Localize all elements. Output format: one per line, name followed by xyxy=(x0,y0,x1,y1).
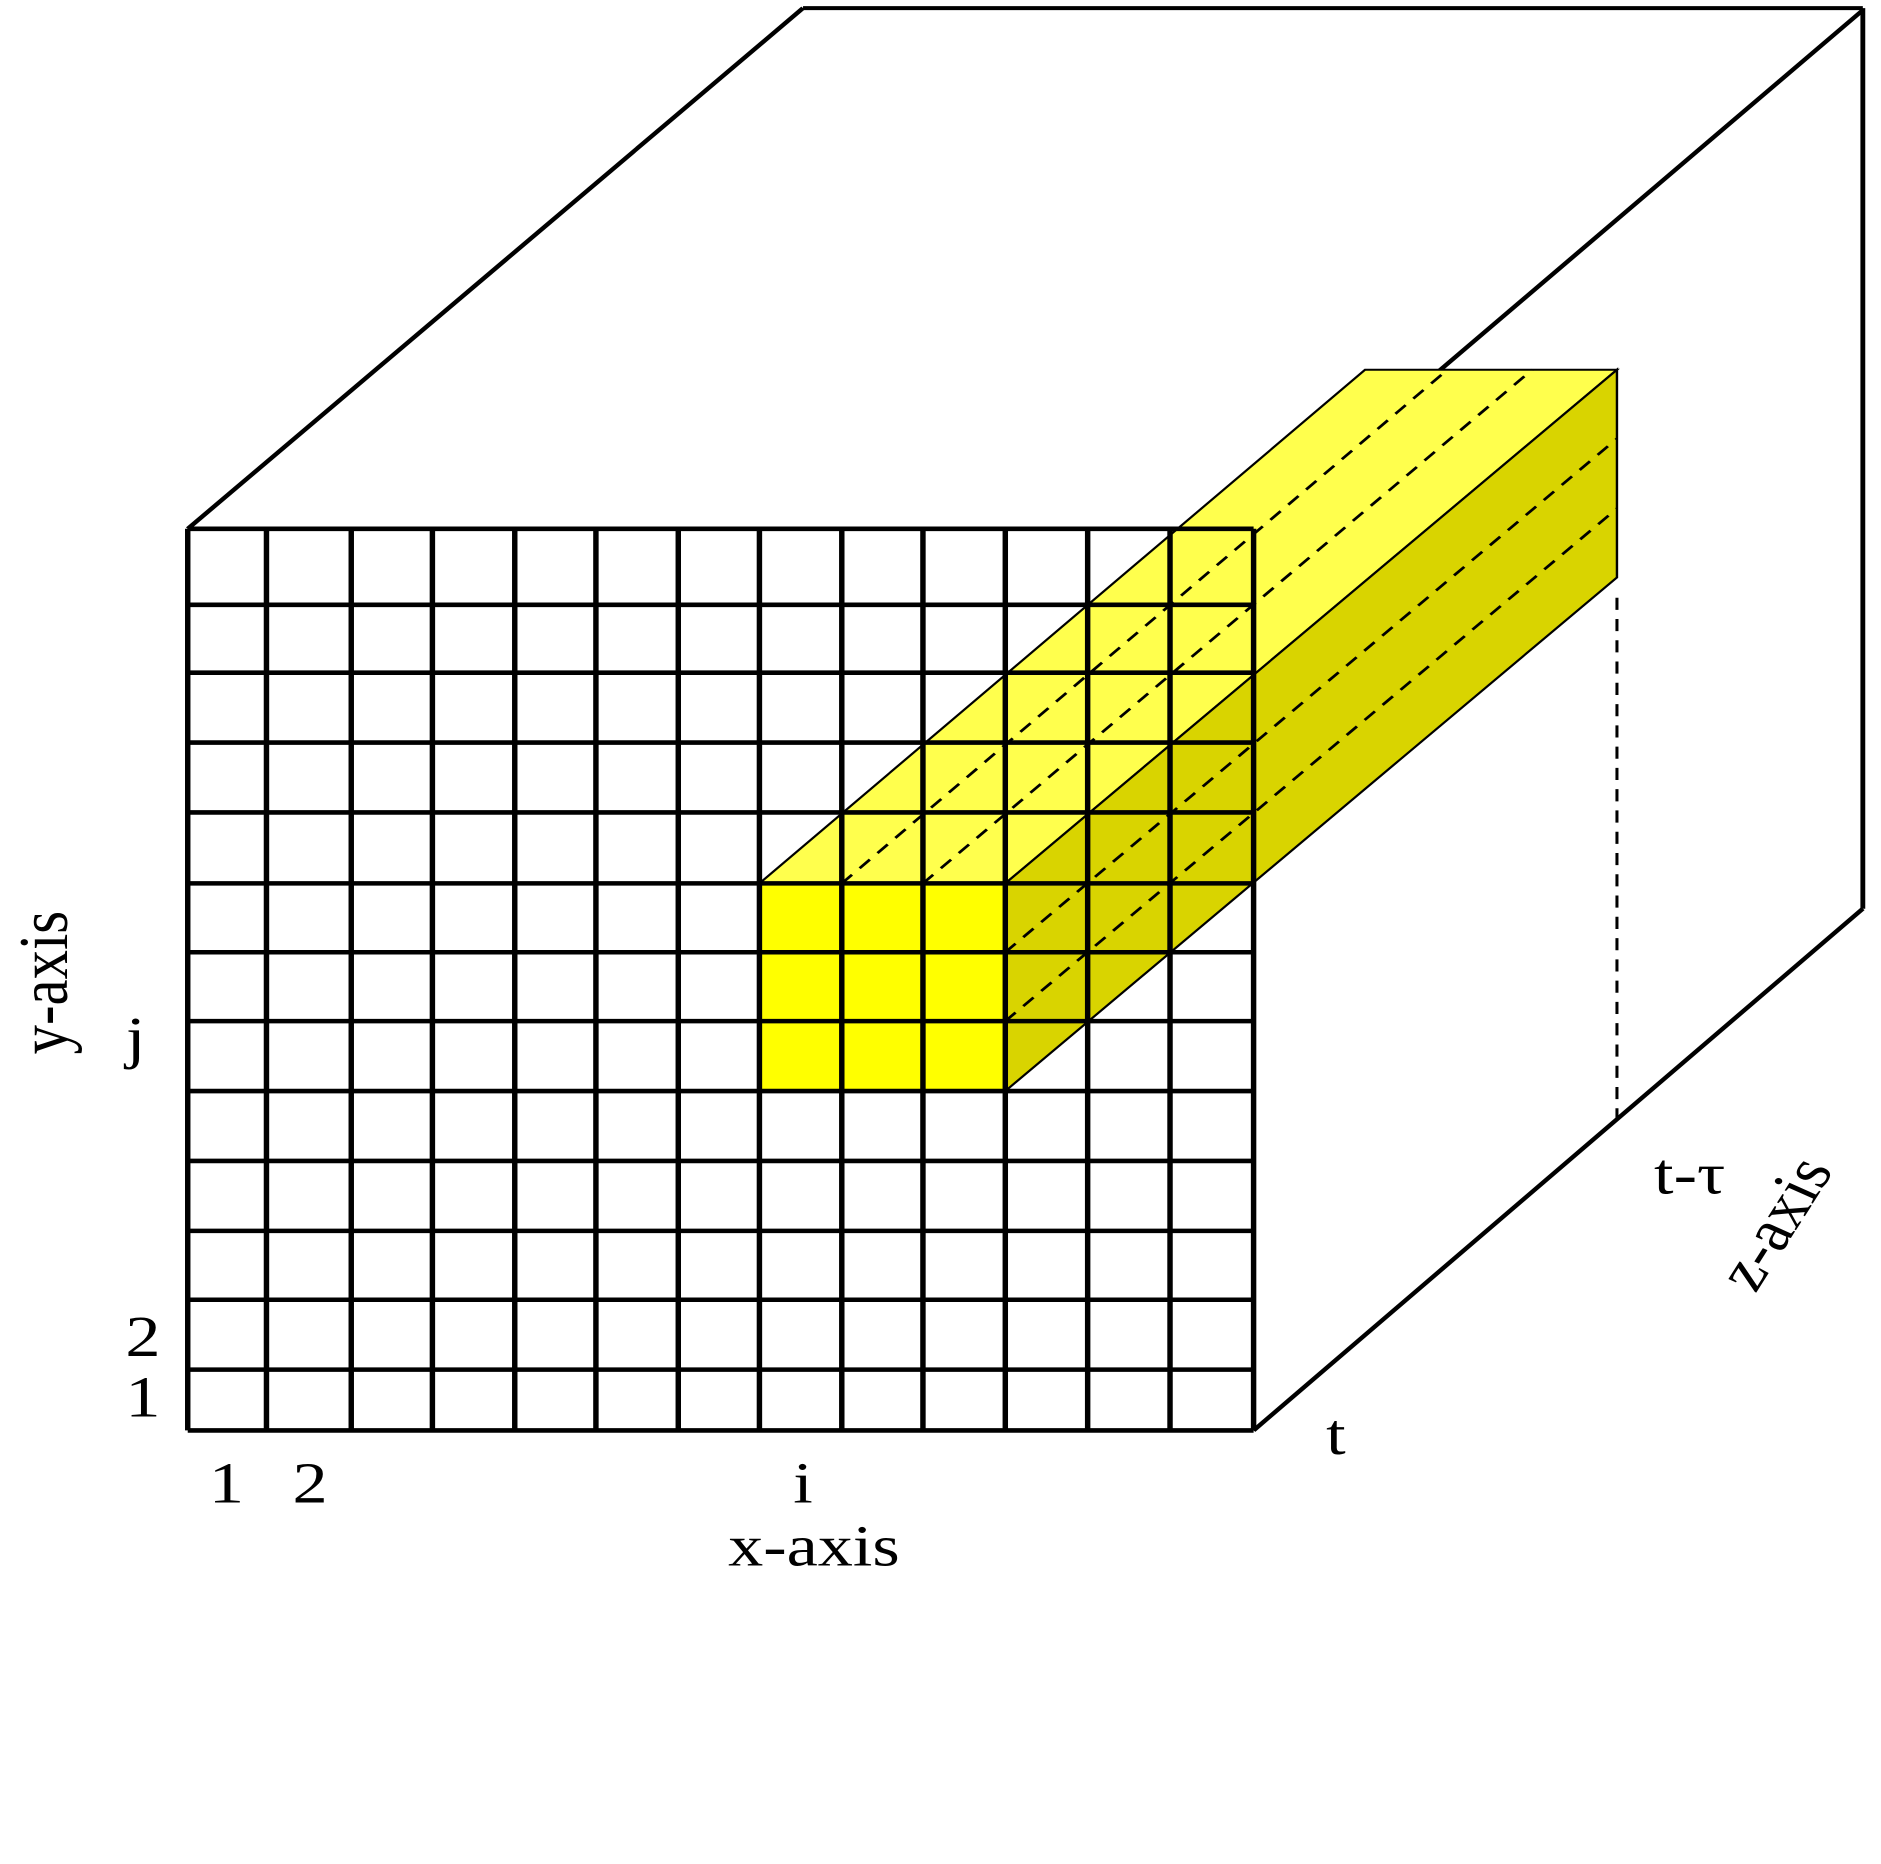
row-label: j xyxy=(124,1005,146,1070)
column-label: i xyxy=(793,1451,813,1516)
time-label: t-τ xyxy=(1654,1142,1725,1207)
row-label: 2 xyxy=(125,1304,160,1369)
x-axis-label: x-axis xyxy=(728,1514,900,1579)
time-label: t xyxy=(1326,1402,1346,1467)
highlight-prism xyxy=(756,367,1620,1120)
y-axis-label: y-axis xyxy=(5,911,83,1055)
column-label: 2 xyxy=(293,1451,328,1516)
row-label: 1 xyxy=(125,1365,160,1430)
column-label: 1 xyxy=(209,1451,244,1516)
front-grid xyxy=(185,526,1257,1433)
